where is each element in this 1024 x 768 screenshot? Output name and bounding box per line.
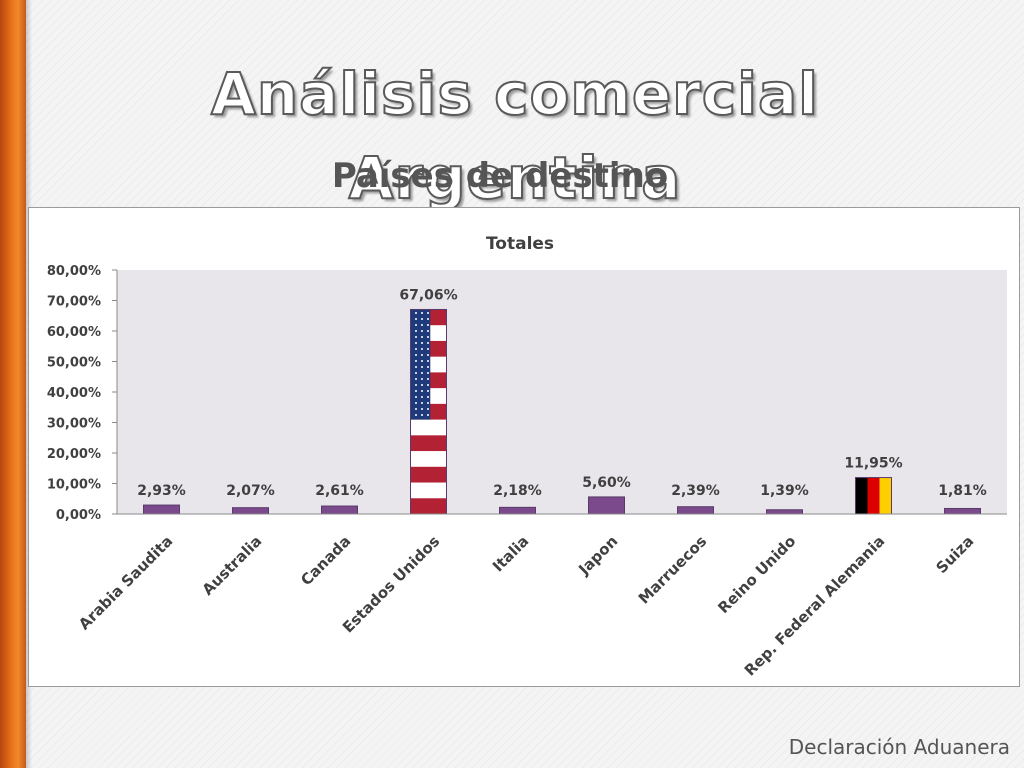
x-tick-label: Arabia Saudita [75,532,176,633]
y-tick-label: 50,00% [47,356,101,371]
x-tick-label: Canada [297,532,354,589]
bar-estados-unidos [410,308,447,515]
bar-chart: Totales 0,00% 10,00% 20,00% 30,00% 40,00% 50,… [47,234,1007,680]
data-label: 2,07% [226,483,275,499]
bar-marruecos [677,506,714,515]
accent-side-strip [0,0,26,768]
flag-band-red [867,477,880,514]
slide-title: Análisis comercial Argentina [210,59,820,213]
slide-subtitle: Países de destino [331,156,669,196]
y-tick-label: 20,00% [47,447,101,462]
x-tick-label: Australia [199,532,266,599]
flag-stripe [410,482,447,499]
bar-rect [766,509,803,515]
x-tick-label: Italia [489,532,532,575]
flag-stripe [410,451,447,468]
y-tick-label: 0,00% [56,508,101,523]
data-label: 2,61% [315,483,364,499]
footer-label: Declaración Aduanera [788,735,1010,759]
bar-rect [499,506,536,515]
bar-rect [944,507,981,515]
bar-australia [232,507,269,515]
data-label: 2,93% [137,483,186,499]
data-label: 2,39% [671,483,720,499]
x-tick-label: Japon [574,532,621,579]
bar-rect [321,505,358,515]
data-label: 2,18% [493,483,542,499]
bar-arabia-saudita [143,504,180,515]
x-tick-label: Rep. Federal Alemania [741,532,889,680]
y-tick-label: 70,00% [47,295,101,310]
y-tick-label: 30,00% [47,417,101,432]
bar-canada [321,505,358,515]
bar-rect [677,506,714,515]
bar-suiza [944,507,981,515]
bars-group [143,308,981,515]
data-label: 11,95% [844,456,902,472]
x-tick-label: Reino Unido [714,532,799,617]
bar-reino-unido [766,509,803,515]
data-label: 5,60% [582,475,631,491]
flag-stripe [410,498,447,515]
y-axis: 0,00% 10,00% 20,00% 30,00% 40,00% 50,00% 60,00… [47,264,118,523]
data-label: 1,81% [938,483,987,499]
x-tick-label: Marruecos [635,532,711,608]
y-tick-label: 40,00% [47,386,101,401]
y-tick-label: 60,00% [47,325,101,340]
x-tick-label: Suiza [932,532,977,577]
flag-band-gold [879,477,892,514]
data-labels-group: 2,93% 2,07% 2,61% 67,06% 2,18% 5,60% 2,39% 1,39… [137,287,987,499]
bar-japon [588,496,625,515]
bar-rect [232,507,269,515]
flag-stripe [410,466,447,483]
plot-area [117,270,1007,514]
data-label: 1,39% [760,483,809,499]
y-tick-label: 80,00% [47,264,101,279]
bar-rect [588,496,625,515]
data-label: 67,06% [399,287,457,303]
bar-rect [143,504,180,515]
chart-frame: Totales 0,00% 10,00% 20,00% 30,00% 40,00% 50,… [28,207,1020,687]
bar-italia [499,506,536,515]
bar-rep-federal-alemania [855,477,892,515]
y-tick-label: 10,00% [47,478,101,493]
flag-band-black [855,477,868,514]
chart-title: Totales [486,234,554,254]
flag-canton [410,309,431,420]
x-tick-label: Estados Unidos [339,532,443,636]
flag-stripe [410,419,447,436]
flag-stripe [410,435,447,452]
plot-background [117,270,1007,514]
